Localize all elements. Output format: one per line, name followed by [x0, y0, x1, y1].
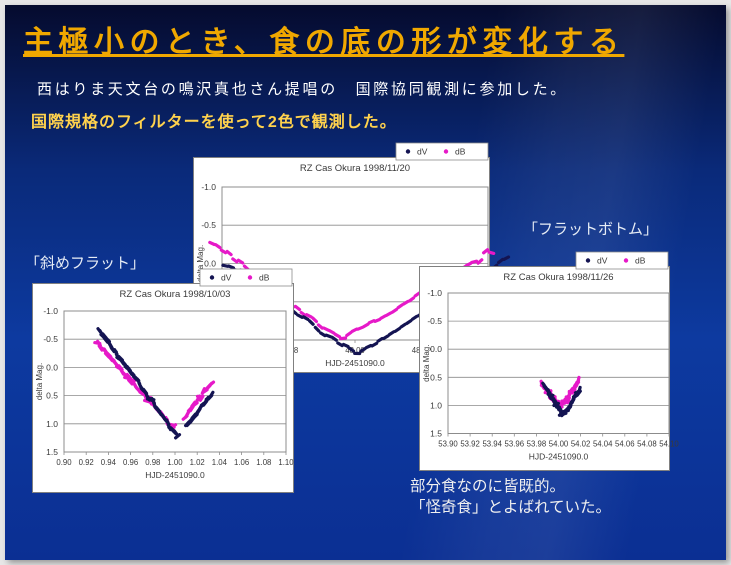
svg-text:-0.5: -0.5 [427, 316, 442, 326]
svg-text:dV: dV [417, 147, 428, 157]
svg-text:54.04: 54.04 [593, 440, 613, 449]
svg-text:dV: dV [597, 256, 608, 266]
svg-text:0.0: 0.0 [46, 362, 58, 372]
svg-text:54.00: 54.00 [549, 440, 569, 449]
svg-text:1.08: 1.08 [256, 458, 271, 467]
svg-text:-1.0: -1.0 [201, 182, 216, 192]
svg-text:dB: dB [455, 147, 466, 157]
svg-text:-0.5: -0.5 [201, 220, 216, 230]
svg-text:53.90: 53.90 [438, 440, 458, 449]
svg-text:0.94: 0.94 [101, 458, 117, 467]
svg-text:53.92: 53.92 [460, 440, 480, 449]
svg-text:0.92: 0.92 [79, 458, 94, 467]
svg-text:0.96: 0.96 [123, 458, 138, 467]
svg-text:1.0: 1.0 [430, 400, 442, 410]
svg-text:0.5: 0.5 [430, 372, 442, 382]
svg-text:dB: dB [259, 273, 270, 283]
svg-text:1.0: 1.0 [46, 419, 58, 429]
svg-text:53.94: 53.94 [482, 440, 502, 449]
svg-text:-1.0: -1.0 [43, 306, 58, 316]
svg-text:1.10: 1.10 [278, 458, 294, 467]
svg-text:1.5: 1.5 [46, 447, 58, 457]
svg-text:HJD-2451090.0: HJD-2451090.0 [529, 452, 589, 462]
svg-text:RZ Cas Okura 1998/10/03: RZ Cas Okura 1998/10/03 [120, 289, 231, 300]
svg-text:0.0: 0.0 [430, 344, 442, 354]
svg-text:0.90: 0.90 [56, 458, 72, 467]
svg-text:-1.0: -1.0 [427, 288, 442, 298]
svg-text:RZ Cas Okura 1998/11/26: RZ Cas Okura 1998/11/26 [503, 272, 613, 283]
svg-text:53.98: 53.98 [527, 440, 547, 449]
svg-text:HJD-2451090.0: HJD-2451090.0 [325, 358, 385, 368]
svg-text:53.96: 53.96 [505, 440, 525, 449]
svg-text:dV: dV [221, 273, 232, 283]
svg-text:0.5: 0.5 [46, 391, 58, 401]
svg-text:dB: dB [635, 256, 646, 266]
svg-text:1.5: 1.5 [430, 429, 442, 439]
svg-text:HJD-2451090.0: HJD-2451090.0 [145, 470, 205, 480]
svg-text:54.02: 54.02 [571, 440, 591, 449]
svg-text:54.08: 54.08 [637, 440, 657, 449]
svg-text:delta Mag.: delta Mag. [35, 363, 44, 400]
svg-text:1.04: 1.04 [212, 458, 228, 467]
svg-text:delta Mag.: delta Mag. [422, 345, 431, 382]
svg-text:1.02: 1.02 [190, 458, 205, 467]
svg-text:RZ Cas Okura 1998/11/20: RZ Cas Okura 1998/11/20 [300, 163, 410, 174]
svg-text:54.10: 54.10 [659, 440, 679, 449]
svg-text:-0.5: -0.5 [43, 334, 58, 344]
svg-text:0.98: 0.98 [145, 458, 160, 467]
svg-text:54.06: 54.06 [615, 440, 635, 449]
svg-text:1.06: 1.06 [234, 458, 249, 467]
svg-text:1.00: 1.00 [167, 458, 183, 467]
